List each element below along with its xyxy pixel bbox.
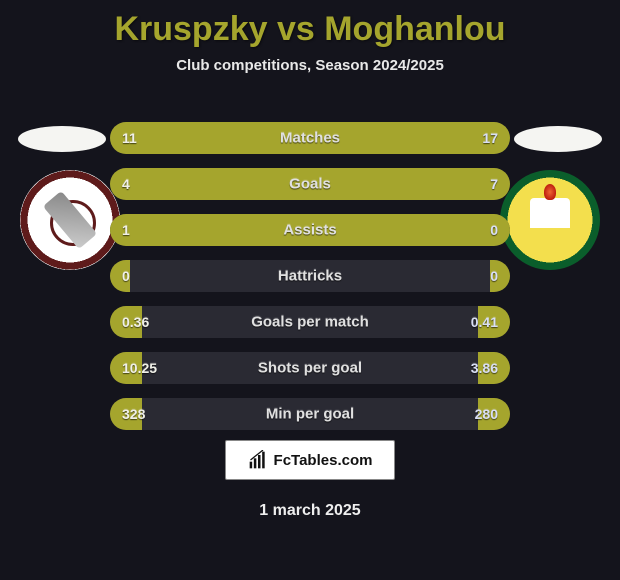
stat-label: Shots per goal [258,360,362,377]
stat-row: 0.36 Goals per match 0.41 [110,306,510,338]
stat-value-left: 1 [122,222,130,238]
stats-container: 11 Matches 17 4 Goals 7 1 Assists 0 0 Hattricks 0 0.… [110,122,510,444]
page-title: Kruspzky vs Moghanlou [0,0,620,49]
stat-bar-right [246,168,510,200]
stat-value-left: 328 [122,406,145,422]
club-logo-left [20,170,120,270]
stat-value-right: 280 [475,406,498,422]
stat-value-left: 10.25 [122,360,157,376]
stat-value-right: 7 [490,176,498,192]
stat-row: 10.25 Shots per goal 3.86 [110,352,510,384]
date-label: 1 march 2025 [259,502,360,520]
decor-ellipse-left [18,126,106,152]
stat-label: Min per goal [266,406,354,423]
stat-label: Matches [280,130,340,147]
stat-row: 328 Min per goal 280 [110,398,510,430]
stat-label: Goals per match [251,314,369,331]
stat-value-left: 11 [122,130,137,146]
stat-value-left: 4 [122,176,130,192]
stat-value-right: 0 [490,268,498,284]
stat-row: 1 Assists 0 [110,214,510,246]
stat-label: Assists [283,222,336,239]
stat-row: 11 Matches 17 [110,122,510,154]
stat-value-right: 17 [482,130,498,146]
stat-value-right: 0.41 [471,314,498,330]
stat-label: Hattricks [278,268,342,285]
stat-value-left: 0.36 [122,314,149,330]
decor-ellipse-right [514,126,602,152]
stat-row: 0 Hattricks 0 [110,260,510,292]
stat-value-right: 0 [490,222,498,238]
stat-label: Goals [289,176,331,193]
club-logo-right [500,170,600,270]
stat-value-left: 0 [122,268,130,284]
stat-bar-left [110,168,246,200]
stat-value-right: 3.86 [471,360,498,376]
page-subtitle: Club competitions, Season 2024/2025 [0,57,620,74]
branding-badge[interactable]: FcTables.com [225,440,395,480]
stat-row: 4 Goals 7 [110,168,510,200]
chart-icon [248,450,268,470]
branding-text: FcTables.com [274,452,373,469]
